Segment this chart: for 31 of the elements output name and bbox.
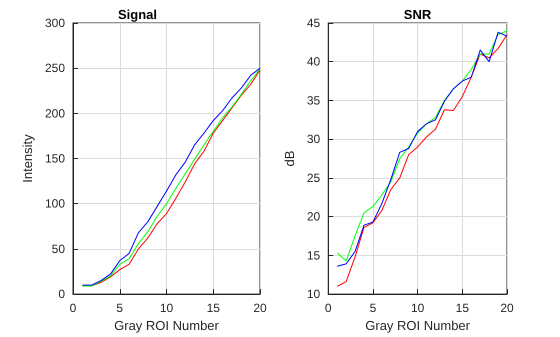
y-tick-label: 200 — [44, 106, 66, 120]
y-tick-label: 100 — [44, 196, 66, 211]
y-tick-label: 25 — [306, 170, 321, 185]
x-tick-label: 10 — [410, 301, 425, 316]
x-tick-label: 20 — [500, 301, 514, 316]
chart-title: Signal — [118, 7, 158, 22]
y-tick-label: 50 — [52, 242, 66, 256]
x-axis-title: Gray ROI Number — [114, 318, 220, 333]
y-tick-label: 250 — [44, 61, 66, 76]
y-tick-label: 20 — [306, 210, 321, 224]
x-tick-label: 5 — [370, 301, 377, 316]
x-tick-label: 5 — [116, 301, 124, 316]
x-tick-label: 0 — [70, 301, 77, 316]
y-tick-label: 45 — [306, 16, 321, 30]
x-tick-label: 10 — [160, 301, 174, 316]
y-tick-label: 15 — [306, 248, 321, 262]
y-tick-label: 0 — [58, 287, 66, 302]
x-tick-label: 15 — [456, 301, 470, 316]
x-tick-label: 0 — [324, 301, 332, 316]
x-tick-label: 20 — [253, 301, 267, 316]
y-tick-label: 35 — [306, 93, 321, 108]
y-tick-label: 150 — [44, 152, 66, 166]
y-axis-title: dB — [282, 150, 297, 167]
x-axis-title: Gray ROI Number — [365, 318, 471, 333]
y-axis-title: Intensity — [20, 134, 36, 183]
y-tick-label: 40 — [306, 54, 321, 69]
y-tick-label: 300 — [44, 16, 66, 30]
y-tick-label: 30 — [306, 132, 321, 146]
y-tick-label: 10 — [306, 287, 321, 302]
x-tick-label: 15 — [206, 301, 220, 316]
chart-title: SNR — [404, 7, 432, 22]
